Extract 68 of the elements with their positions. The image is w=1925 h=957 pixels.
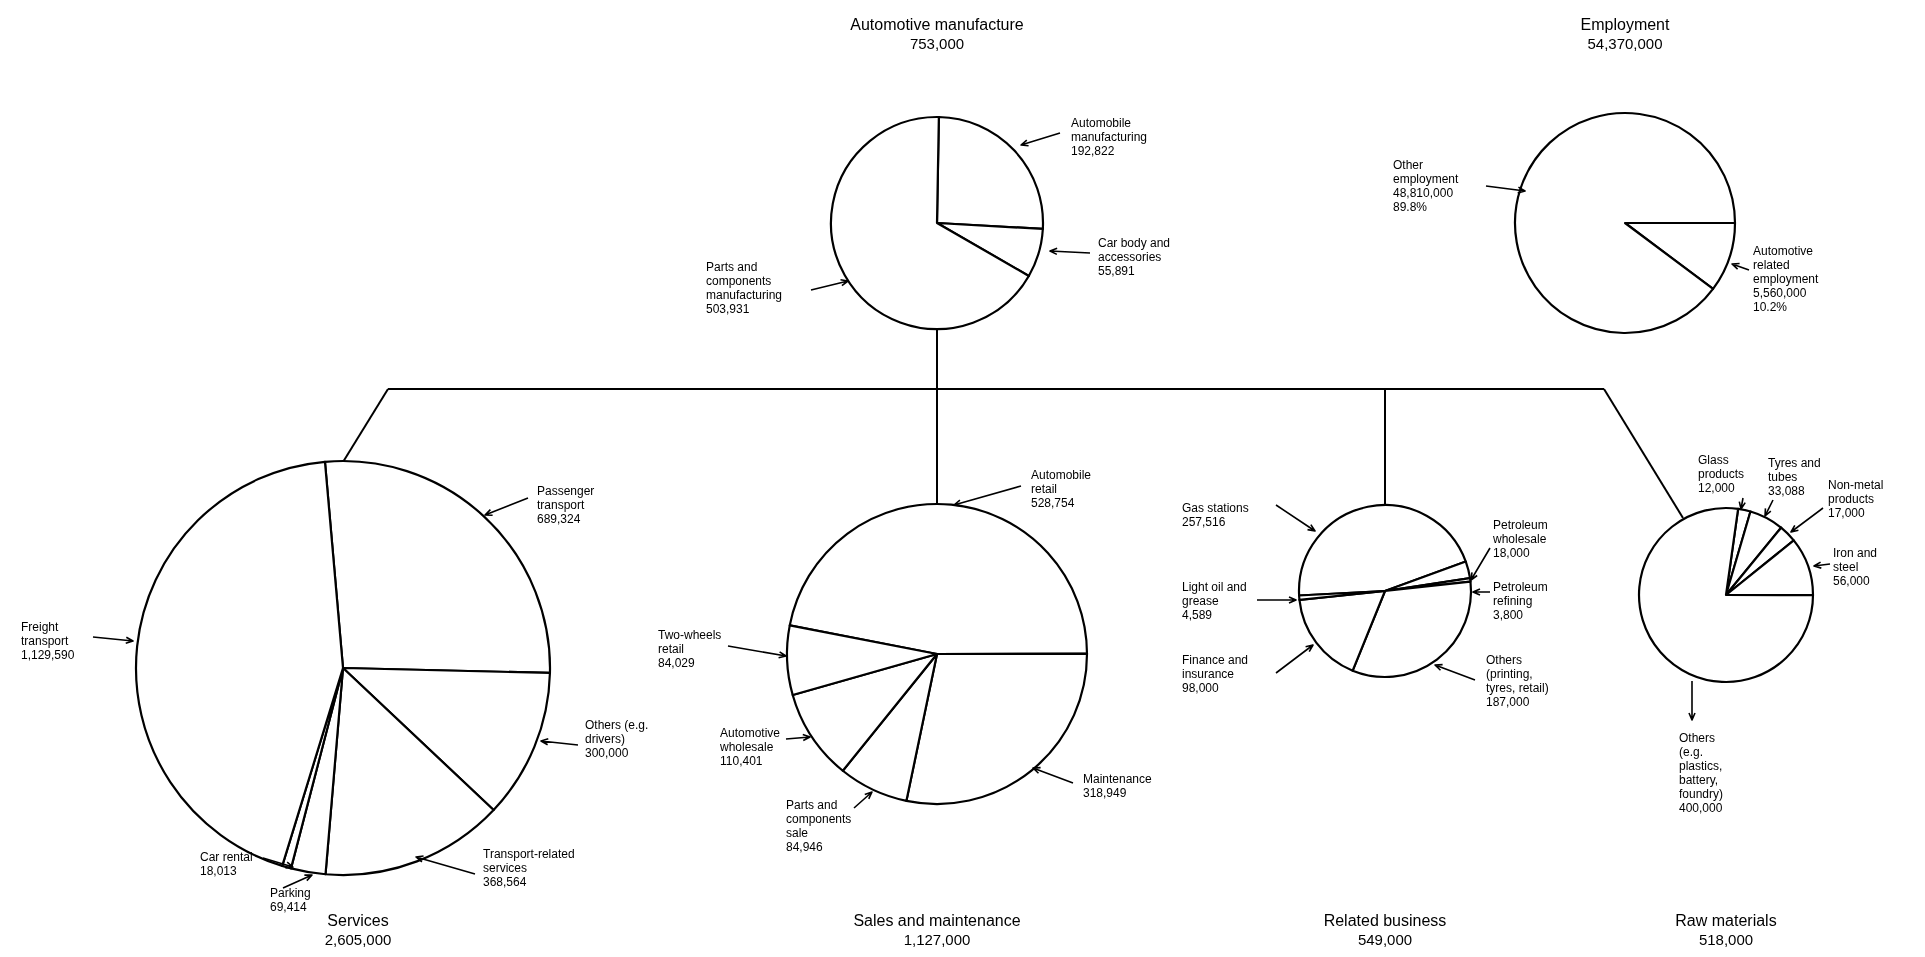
data-label: 33,088 bbox=[1768, 484, 1806, 498]
legend-label: Petroleum refining bbox=[1493, 580, 1548, 608]
data-label: 368,564 bbox=[483, 875, 527, 889]
slice-label: Petroleum wholesale bbox=[1492, 518, 1548, 546]
slice-label: Parts and components manufacturing bbox=[706, 260, 783, 302]
slice-label: Two-wheels retail bbox=[658, 628, 722, 656]
text: Services bbox=[327, 912, 389, 929]
data-label: 18,000 bbox=[1493, 546, 1531, 560]
data-label: 503,931 bbox=[706, 302, 750, 316]
data-label: 689,324 bbox=[537, 512, 581, 526]
text: 2,605,000 bbox=[324, 931, 392, 948]
slice-label: Light oil and grease bbox=[1182, 580, 1247, 608]
data-label: 69,414 bbox=[270, 900, 308, 914]
slice-label: Maintenance bbox=[1083, 772, 1153, 786]
legend-label: Iron and steel bbox=[1833, 546, 1878, 574]
data-label: 528,754 bbox=[1031, 496, 1075, 510]
data-label: 98,000 bbox=[1182, 681, 1220, 695]
data-label: 17,000 bbox=[1828, 506, 1866, 520]
data-label: 55,891 bbox=[1098, 264, 1136, 278]
data-label: 110,401 bbox=[720, 754, 763, 768]
slice-label: Tyres and tubes bbox=[1768, 456, 1821, 484]
legend-label: Automotive related employment bbox=[1753, 244, 1820, 286]
slice-label: Gas stations bbox=[1182, 501, 1249, 515]
legend-label: Freight transport bbox=[21, 620, 70, 648]
text: 549,000 bbox=[1357, 931, 1413, 948]
data-label: 18,013 bbox=[200, 864, 238, 878]
data-label: 318,949 bbox=[1083, 786, 1127, 800]
slice-label: Transport-related services bbox=[483, 847, 575, 875]
data-label: 48,810,000 89.8% bbox=[1393, 186, 1454, 214]
data-label: 192,822 bbox=[1071, 144, 1115, 158]
chart-title: Employment bbox=[1580, 16, 1671, 33]
data-label: 84,029 bbox=[658, 656, 696, 670]
data-label: 1,129,590 bbox=[21, 648, 75, 662]
data-label: 12,000 bbox=[1698, 481, 1736, 495]
slice-label: Car body and accessories bbox=[1098, 236, 1171, 264]
chart-subtitle: 54,370,000 bbox=[1587, 35, 1663, 52]
slice-label: Automobile retail bbox=[1031, 468, 1092, 496]
chart-subtitle: 753,000 bbox=[909, 35, 965, 52]
pie-slice bbox=[1514, 111, 1737, 335]
text: 518,000 bbox=[1698, 931, 1754, 948]
data-label: 84,946 bbox=[786, 840, 824, 854]
data-label: 400,000 bbox=[1679, 801, 1723, 815]
slice-label: Others (e.g. drivers) bbox=[585, 718, 649, 746]
data-label: 3,800 bbox=[1493, 608, 1524, 622]
text: Related business bbox=[1323, 912, 1447, 929]
slice-label: Others (e.g. plastics, battery, foundry) bbox=[1679, 731, 1724, 801]
data-label: 187,000 bbox=[1486, 695, 1530, 709]
text: 1,127,000 bbox=[903, 931, 971, 948]
slice-label: Finance and insurance bbox=[1182, 653, 1249, 681]
text: Sales and maintenance bbox=[853, 912, 1021, 929]
slice-label: Other employment bbox=[1393, 158, 1460, 186]
data-label: 257,516 bbox=[1182, 515, 1226, 529]
legend-label: Automotive wholesale bbox=[719, 726, 781, 754]
data-label: 5,560,000 10.2% bbox=[1753, 286, 1807, 314]
slice-label: Parking bbox=[270, 886, 311, 900]
pie-slice bbox=[1638, 506, 1815, 684]
slice-label: Glass products bbox=[1698, 453, 1745, 481]
slice-label: Passenger transport bbox=[537, 484, 595, 512]
slice-label: Parts and components sale bbox=[786, 798, 852, 840]
data-label: 56,000 bbox=[1833, 574, 1871, 588]
slice-label: Automobile manufacturing bbox=[1071, 116, 1148, 144]
slice-label: Others (printing, tyres, retail) bbox=[1486, 653, 1549, 695]
text: Raw materials bbox=[1675, 912, 1777, 929]
data-label: 4,589 bbox=[1182, 608, 1213, 622]
chart-title: Automotive manufacture bbox=[850, 16, 1024, 33]
slice-label: Car rental bbox=[200, 850, 253, 864]
slice-label: Non-metal products bbox=[1828, 478, 1884, 506]
data-label: 300,000 bbox=[585, 746, 629, 760]
